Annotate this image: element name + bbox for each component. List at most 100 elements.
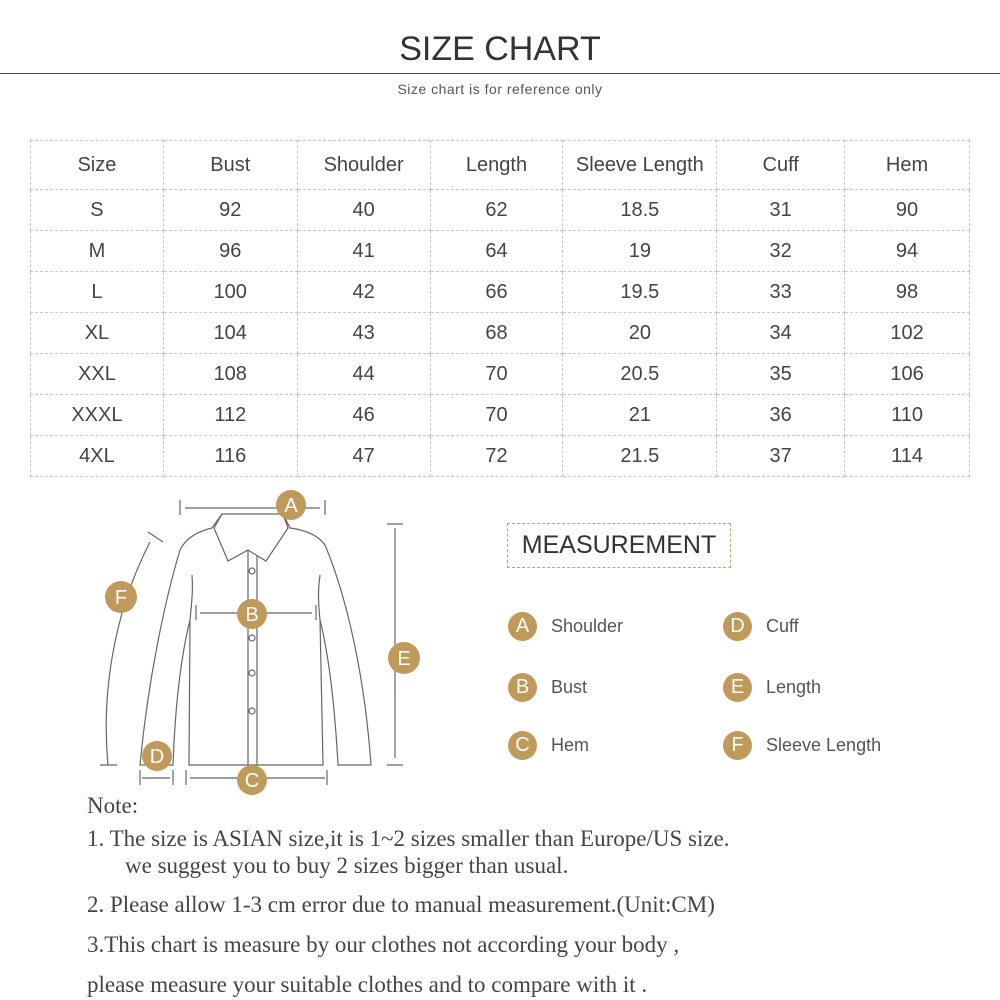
table-cell: 70 [429,353,564,395]
note-1a: 1. The size is ASIAN size,it is 1~2 size… [87,826,730,851]
page-title: SIZE CHART [399,30,601,68]
size-table: Size Bust Shoulder Length Sleeve Length Cuff H… [30,140,970,477]
column-header: Sleeve Length [562,140,718,190]
legend-label: Hem [551,735,590,755]
table-cell: 35 [716,353,846,395]
table-cell: 94 [844,230,970,272]
legend-item: F Sleeve Length [723,731,881,760]
legend-badge: F [723,731,752,760]
title-divider [0,73,1000,74]
table-cell: 102 [844,312,970,354]
column-header: Bust [162,140,298,190]
legend-item: D Cuff [723,612,799,641]
legend-label: Sleeve Length [766,735,882,755]
table-cell: 68 [429,312,564,354]
legend-badge: A [508,612,537,641]
table-cell: 32 [716,230,846,272]
table-cell: 44 [296,353,431,395]
label-c: C [245,770,259,792]
table-cell: 21.5 [562,435,718,477]
legend-label: Bust [551,677,588,697]
table-cell: 116 [162,435,298,477]
table-cell: 64 [429,230,564,272]
table-cell: S [30,189,164,231]
table-cell: 66 [429,271,564,313]
table-cell: 19 [562,230,718,272]
table-cell: 106 [844,353,970,395]
column-header: Hem [844,140,970,190]
legend-badge: C [508,731,537,760]
table-cell: 41 [296,230,431,272]
table-cell: 108 [162,353,298,395]
note-3b: please measure your suitable clothes and… [87,972,648,997]
shirt-diagram: A B C D E F [100,490,420,795]
table-cell: L [30,271,164,313]
table-row: XXL 108 44 70 20.5 35 106 [30,353,970,395]
table-cell: XXXL [30,394,164,436]
table-cell: XXL [30,353,164,395]
table-cell: 40 [296,189,431,231]
legend-badge: B [508,673,537,702]
label-e: E [397,648,410,670]
note-2: 2. Please allow 1-3 cm error due to manu… [87,892,715,917]
table-cell: 47 [296,435,431,477]
table-cell: 62 [429,189,564,231]
measurement-title: MEASUREMENT [507,523,731,568]
column-header: Size [30,140,164,190]
table-row: M 96 41 64 19 32 94 [30,230,970,272]
label-f: F [115,587,127,609]
table-cell: 90 [844,189,970,231]
table-cell: 18.5 [562,189,718,231]
table-cell: 43 [296,312,431,354]
table-header-row: Size Bust Shoulder Length Sleeve Length Cuff H… [30,140,970,190]
legend-item: B Bust [508,673,587,702]
table-row: XXXL 112 46 70 21 36 110 [30,394,970,436]
table-cell: 114 [844,435,970,477]
table-cell: 96 [162,230,298,272]
legend-item: E Length [723,673,821,702]
table-cell: 112 [162,394,298,436]
table-row: XL 104 43 68 20 34 102 [30,312,970,354]
table-cell: 37 [716,435,846,477]
table-cell: 98 [844,271,970,313]
label-d: D [150,746,164,768]
table-cell: XL [30,312,164,354]
table-cell: 19.5 [562,271,718,313]
column-header: Length [429,140,564,190]
legend-item: A Shoulder [508,612,623,641]
note-1b: we suggest you to buy 2 sizes bigger tha… [125,853,569,878]
table-cell: 104 [162,312,298,354]
table-cell: 20.5 [562,353,718,395]
table-cell: M [30,230,164,272]
table-cell: 42 [296,271,431,313]
note-heading: Note: [87,793,139,818]
table-cell: 33 [716,271,846,313]
table-cell: 92 [162,189,298,231]
column-header: Cuff [716,140,846,190]
table-cell: 110 [844,394,970,436]
table-row: S 92 40 62 18.5 31 90 [30,189,970,231]
legend-label: Length [766,677,822,697]
table-cell: 4XL [30,435,164,477]
table-cell: 72 [429,435,564,477]
table-row: L 100 42 66 19.5 33 98 [30,271,970,313]
legend-badge: D [723,612,752,641]
note-3a: 3.This chart is measure by our clothes n… [87,932,680,957]
label-b: B [245,604,258,626]
table-cell: 20 [562,312,718,354]
subtitle: Size chart is for reference only [397,81,603,97]
table-cell: 36 [716,394,846,436]
legend-item: C Hem [508,731,589,760]
table-cell: 21 [562,394,718,436]
table-cell: 70 [429,394,564,436]
table-cell: 34 [716,312,846,354]
table-row: 4XL 116 47 72 21.5 37 114 [30,435,970,477]
column-header: Shoulder [296,140,431,190]
label-a: A [284,495,298,517]
table-cell: 31 [716,189,846,231]
legend-label: Cuff [766,616,799,636]
table-cell: 46 [296,394,431,436]
legend-label: Shoulder [551,616,624,636]
table-cell: 100 [162,271,298,313]
legend-badge: E [723,673,752,702]
